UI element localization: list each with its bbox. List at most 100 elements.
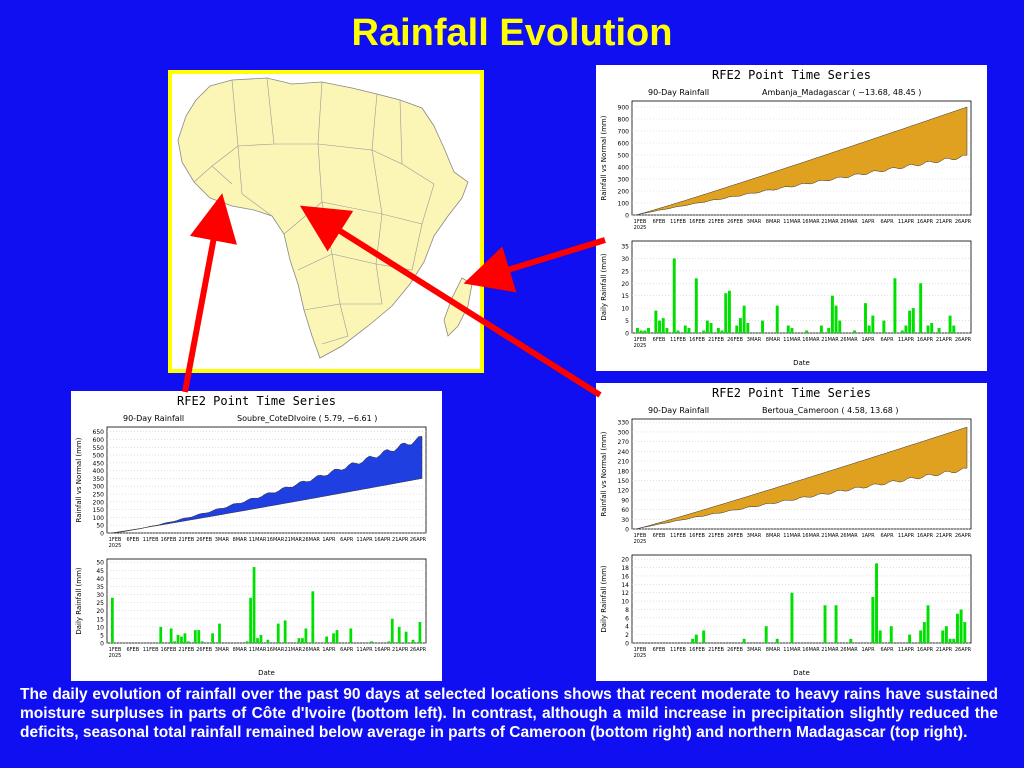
top-x-tick-label: 16FEB	[689, 533, 705, 539]
daily-rainfall-bar	[819, 325, 823, 333]
top-year-label: 2025	[634, 539, 647, 545]
top-y-tick-label: 300	[93, 484, 105, 491]
bottom-x-tick-label: 8MAR	[766, 647, 781, 653]
daily-rainfall-bar	[169, 628, 173, 643]
daily-rainfall-bar	[764, 626, 768, 643]
bottom-y-tick-label: 5	[100, 632, 104, 639]
top-x-tick-label: 21APR	[936, 533, 953, 539]
bottom-y-tick-label: 0	[625, 641, 629, 648]
daily-rainfall-bar	[823, 605, 827, 643]
top-y-tick-label: 210	[618, 459, 630, 466]
daily-rainfall-bar	[304, 628, 308, 643]
daily-rainfall-bar	[283, 620, 287, 643]
top-x-tick-label: 21APR	[936, 219, 953, 225]
cameroon-chart-panel: RFE2 Point Time Series 90-Day Rainfall Ber…	[596, 383, 987, 681]
daily-rainfall-bar	[639, 330, 643, 333]
bottom-x-tick-label: 3MAR	[747, 337, 762, 343]
daily-rainfall-bar	[183, 633, 187, 643]
page-title: Rainfall Evolution	[351, 12, 673, 54]
daily-rainfall-bar	[716, 328, 720, 333]
top-x-tick-label: 11MAR	[783, 533, 801, 539]
bottom-x-tick-label: 26APR	[955, 337, 972, 343]
top-x-tick-label: 8MAR	[766, 533, 781, 539]
top-x-tick-label: 16FEB	[161, 537, 177, 543]
top-x-tick-label: 21FEB	[708, 533, 724, 539]
chart-header: RFE2 Point Time Series	[712, 68, 871, 82]
top-x-tick-label: 21MAR	[284, 537, 302, 543]
daily-rainfall-bar	[830, 295, 834, 333]
top-y-tick-label: 600	[618, 141, 630, 148]
bottom-y-tick-label: 12	[621, 590, 629, 597]
top-x-tick-label: 6APR	[880, 219, 894, 225]
top-x-tick-label: 8MAR	[233, 537, 248, 543]
top-x-tick-label: 21MAR	[821, 533, 839, 539]
daily-rainfall-bar	[727, 290, 731, 333]
bottom-y-tick-label: 45	[96, 568, 104, 575]
cotedivoire-chart: RFE2 Point Time Series 90-Day Rainfall Sou…	[75, 394, 427, 677]
top-y-axis-label: Rainfall vs Normal (mm)	[600, 115, 608, 200]
daily-rainfall-bar	[636, 328, 639, 333]
daily-rainfall-bar	[665, 328, 669, 333]
daily-rainfall-bar	[838, 320, 842, 333]
rainfall-vs-normal-area	[635, 426, 968, 530]
cotedivoire-chart-panel: RFE2 Point Time Series 90-Day Rainfall Sou…	[71, 391, 442, 681]
bottom-x-tick-label: 21FEB	[708, 337, 724, 343]
top-x-tick-label: 6FEB	[126, 537, 139, 543]
daily-rainfall-bar	[683, 325, 687, 333]
top-x-tick-label: 11FEB	[670, 219, 686, 225]
daily-rainfall-bar	[187, 641, 190, 643]
daily-rainfall-bar	[266, 639, 270, 643]
top-y-tick-label: 50	[96, 523, 104, 530]
top-x-tick-label: 16APR	[917, 219, 934, 225]
bottom-x-tick-label: 6APR	[880, 647, 894, 653]
daily-rainfall-bar	[245, 641, 249, 643]
daily-rainfall-bar	[867, 325, 871, 333]
bottom-x-tick-label: 16MAR	[802, 647, 820, 653]
daily-rainfall-bar	[761, 320, 764, 333]
daily-rainfall-bar	[180, 636, 183, 643]
daily-rainfall-bar	[790, 592, 794, 643]
top-x-tick-label: 26MAR	[840, 533, 858, 539]
top-y-tick-label: 30	[621, 517, 629, 524]
bottom-x-tick-label: 11MAR	[783, 337, 801, 343]
bottom-y-tick-label: 20	[621, 557, 629, 564]
daily-rainfall-bar	[941, 630, 945, 643]
bottom-x-tick-label: 26MAR	[302, 647, 320, 653]
top-y-tick-label: 100	[618, 201, 630, 208]
bottom-x-tick-label: 3MAR	[747, 647, 762, 653]
daily-rainfall-bar	[735, 325, 739, 333]
daily-rainfall-bar	[889, 626, 893, 643]
top-y-tick-label: 330	[618, 420, 630, 427]
top-x-tick-label: 1APR	[861, 533, 875, 539]
bottom-x-tick-label: 26FEB	[727, 647, 743, 653]
daily-rainfall-bar	[256, 638, 259, 643]
daily-rainfall-bar	[297, 638, 301, 643]
bottom-x-tick-label: 21MAR	[821, 647, 839, 653]
top-x-tick-label: 3MAR	[215, 537, 230, 543]
daily-rainfall-bar	[908, 310, 912, 333]
bottom-y-tick-label: 15	[621, 293, 629, 300]
bottom-y-tick-label: 10	[621, 306, 629, 313]
daily-rainfall-bar	[904, 325, 908, 333]
daily-rainfall-bar	[643, 330, 647, 333]
rainfall-vs-normal-area	[110, 436, 423, 534]
daily-rainfall-bar	[952, 325, 956, 333]
daily-rainfall-bar	[930, 323, 934, 333]
bottom-x-tick-label: 26MAR	[840, 647, 858, 653]
daily-rainfall-bar	[746, 323, 750, 333]
bottom-x-tick-label: 21APR	[936, 337, 953, 343]
daily-rainfall-bar	[694, 634, 698, 643]
top-x-tick-label: 26FEB	[727, 533, 743, 539]
chart-header: RFE2 Point Time Series	[712, 386, 871, 400]
top-y-tick-label: 200	[618, 189, 630, 196]
bottom-x-tick-label: 16MAR	[267, 647, 285, 653]
bottom-y-tick-label: 35	[621, 243, 629, 250]
chart-subtitle-right: Soubre_CoteDIvoire ( 5.79, −6.61 )	[237, 414, 377, 423]
top-y-tick-label: 150	[618, 478, 630, 485]
bottom-y-tick-label: 5	[625, 318, 629, 325]
daily-rainfall-bar	[919, 283, 923, 333]
bottom-x-tick-label: 21APR	[392, 647, 409, 653]
bottom-y-tick-label: 15	[96, 616, 104, 623]
